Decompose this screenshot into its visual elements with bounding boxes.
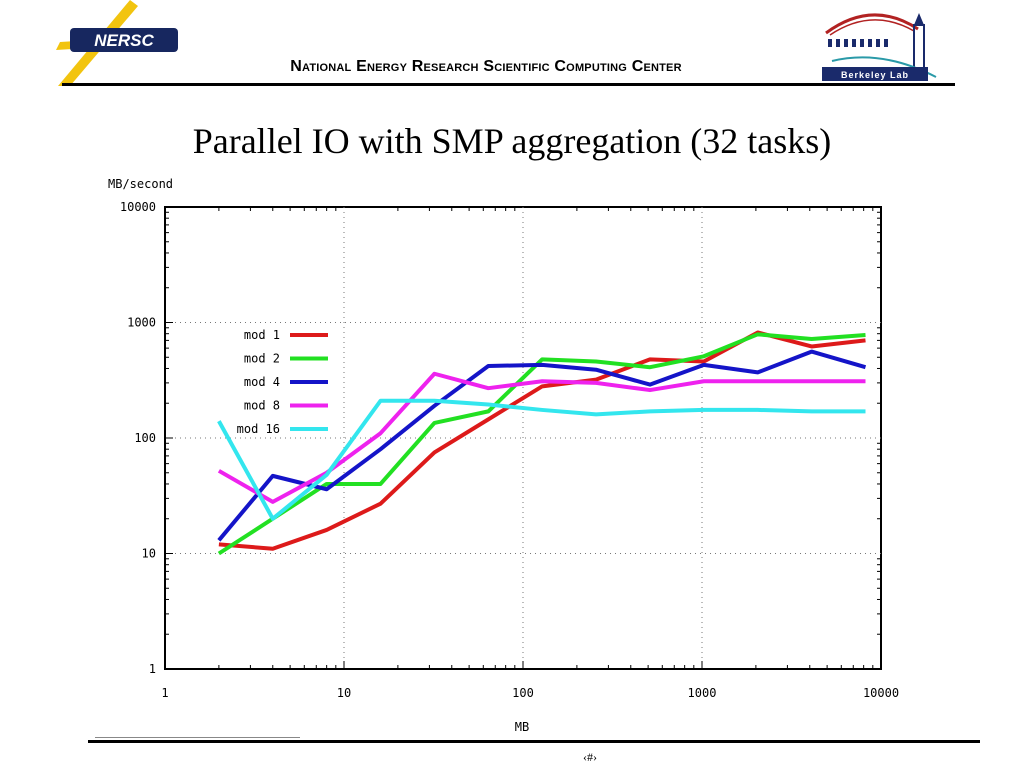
berkeley-lab-logo: Berkeley Lab <box>822 13 937 81</box>
x-tick-label: 10 <box>337 686 351 700</box>
x-tick-label: 100 <box>512 686 534 700</box>
series-line-mod-2 <box>217 332 866 556</box>
y-tick-label: 10000 <box>120 200 156 214</box>
footer-rule <box>88 740 980 743</box>
x-axis-label: MB <box>515 720 529 734</box>
series-line-mod-4 <box>217 349 867 542</box>
legend: mod 1 mod 2 mod 4 mod 8 mod 16 <box>237 328 328 436</box>
svg-text:NERSC: NERSC <box>94 31 154 50</box>
slide-title: Parallel IO with SMP aggregation (32 tas… <box>192 121 832 161</box>
x-tick-label: 10000 <box>863 686 899 700</box>
page-number: ‹#› <box>583 750 597 764</box>
legend-label: mod 16 <box>237 422 280 436</box>
legend-label: mod 1 <box>244 328 280 342</box>
axis-ticks: 1 10 100 1000 10000 1 10 100 1000 10000 <box>120 200 899 700</box>
y-tick-label: 1000 <box>127 316 156 330</box>
series-line-mod-16 <box>217 398 866 521</box>
legend-label: mod 4 <box>244 375 280 389</box>
y-tick-label: 100 <box>134 431 156 445</box>
y-tick-label: 10 <box>142 547 156 561</box>
y-tick-label: 1 <box>149 662 156 676</box>
gridlines <box>165 207 881 669</box>
y-axis-label: MB/second <box>108 177 173 191</box>
nersc-logo: NERSC <box>56 0 178 86</box>
x-tick-label: 1 <box>161 686 168 700</box>
header-rule <box>62 83 955 86</box>
x-tick-label: 1000 <box>688 686 717 700</box>
svg-text:Berkeley Lab: Berkeley Lab <box>841 70 909 80</box>
footer-thin-rule <box>95 737 300 738</box>
series-lines <box>217 330 867 556</box>
legend-label: mod 8 <box>244 399 280 413</box>
legend-label: mod 2 <box>244 352 280 366</box>
organization-name: National Energy Research Scientific Comp… <box>290 58 682 75</box>
